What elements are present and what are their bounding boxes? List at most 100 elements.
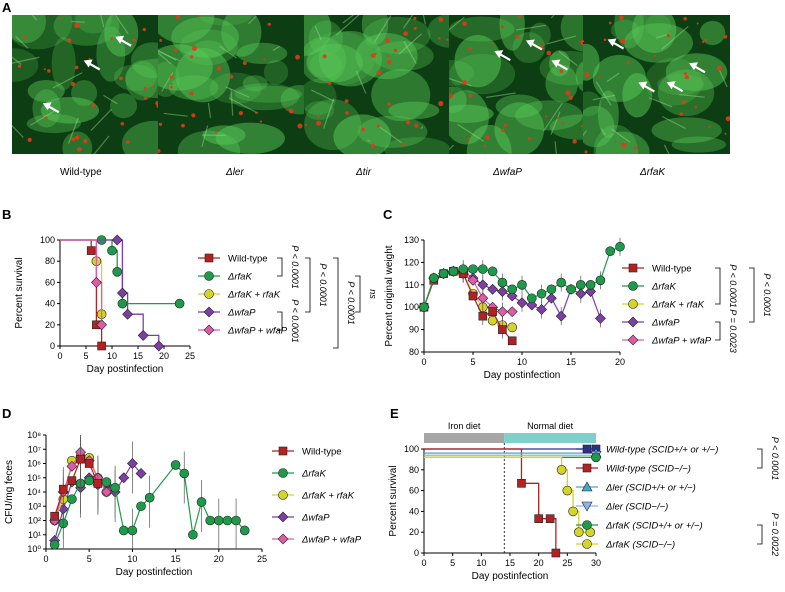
weight-point <box>595 275 606 286</box>
weight-point <box>478 311 488 321</box>
survival-point <box>174 298 185 309</box>
weight-point <box>555 310 567 322</box>
cfu-chart-d: 0 5 10 15 20 25 10⁰ 10¹ 10² 10³ 10⁴ 10⁵ 10⁶ 10⁷ 10⁸ Day… <box>4 430 362 578</box>
significance-bracket <box>333 257 339 349</box>
y-tick-label: 60 <box>45 277 55 287</box>
micrograph-2 <box>158 15 305 154</box>
weight-point <box>526 299 538 311</box>
legend-marker <box>278 446 288 456</box>
significance-bracket <box>355 275 361 313</box>
significance-bracket <box>715 267 721 305</box>
cfu-point <box>58 484 68 494</box>
x-tick-label: 20 <box>159 351 169 361</box>
survival-point <box>96 319 108 331</box>
weight-point <box>488 307 497 316</box>
legend-label: ΔrfaK <box>301 469 326 480</box>
weight-point <box>546 284 557 295</box>
y-tick-label: 130 <box>404 235 419 245</box>
significance-bracket <box>277 257 283 277</box>
legend-marker <box>203 306 215 318</box>
survival-point <box>117 298 128 309</box>
weight-point <box>506 290 518 302</box>
cfu-point <box>239 525 250 536</box>
legend-label: ΔrfaK + rfaK <box>301 491 355 502</box>
legend-marker <box>278 468 288 478</box>
legend-marker <box>627 316 639 328</box>
weight-point <box>507 284 517 295</box>
p-value-label: P < 0.0001 <box>728 264 738 307</box>
legend-label: ΔrfaK + rfaK <box>651 300 705 311</box>
weight-point <box>468 291 478 301</box>
cfu-point <box>118 525 129 536</box>
y-tick-label: 100 <box>404 302 419 312</box>
weight-point <box>458 264 468 274</box>
p-value-label: P = 0.0023 <box>728 309 738 352</box>
legend-label: ΔwfaP + wfaP <box>651 336 712 347</box>
legend-marker <box>204 271 214 281</box>
survival-point <box>107 245 117 256</box>
legend-label: ΔrfaK (SCID−/−) <box>605 540 675 551</box>
legend-marker <box>203 324 215 336</box>
p-value-label: P = 0.0022 <box>770 513 780 556</box>
legend-marker <box>581 501 593 512</box>
legend-label: Wild-type (SCID−/−) <box>606 464 691 475</box>
legend-label: Δler (SCID+/+ or +/−) <box>605 483 696 494</box>
cfu-point <box>179 468 190 479</box>
x-tick-label: 15 <box>133 351 143 361</box>
x-tick-label: 30 <box>591 558 601 568</box>
significance-bracket <box>277 311 283 331</box>
x-tick-label: 15 <box>171 554 181 564</box>
weight-point <box>605 246 615 257</box>
panel-label-e: E <box>390 406 399 421</box>
legend-marker <box>582 463 592 473</box>
cfu-point <box>67 494 77 504</box>
x-tick-label: 15 <box>505 558 515 568</box>
survival-chart-e: 0 5 10 15 20 25 30 0 20 40 60 80 100 Day postinfectio… <box>388 421 780 582</box>
survival-point <box>97 341 106 351</box>
weight-point <box>566 284 576 295</box>
cfu-point <box>205 515 215 526</box>
weight-point <box>498 325 507 334</box>
weight-point <box>576 280 586 290</box>
survival-point <box>545 514 555 523</box>
micrograph-3 <box>304 15 451 154</box>
legend-marker <box>277 511 289 523</box>
legend-label: ΔrfaK <box>651 282 676 293</box>
weight-point <box>467 274 479 286</box>
p-value-label: P < 0.0001 <box>770 437 780 480</box>
legend-marker <box>627 334 639 346</box>
legend-marker <box>204 253 214 263</box>
x-tick-label: 5 <box>470 357 475 367</box>
legend-label: Wild-type (SCID+/+ or +/−) <box>606 445 718 456</box>
cfu-point <box>231 515 241 526</box>
y-tick-label: 10⁴ <box>27 487 41 497</box>
weight-point <box>448 266 459 277</box>
p-value-label: P < 0.0001 <box>290 245 300 288</box>
weight-point <box>536 288 547 299</box>
weight-point <box>507 322 517 333</box>
x-tick-label: 25 <box>185 351 195 361</box>
legend-label: Wild-type <box>652 264 692 275</box>
weight-point <box>536 304 548 315</box>
legend-label: ΔwfaP <box>651 318 680 329</box>
cfu-point <box>49 539 60 550</box>
survival-point <box>562 485 573 496</box>
weight-point <box>428 273 439 283</box>
iron-diet-label: Iron diet <box>448 421 481 431</box>
x-axis-title: Day postinfection <box>484 370 561 381</box>
p-value-label: P < 0.0001 <box>346 281 356 324</box>
x-axis-title: Day postinfection <box>87 364 164 375</box>
weight-point <box>556 277 566 288</box>
y-tick-label: 80 <box>409 465 419 475</box>
cfu-point <box>93 479 103 488</box>
significance-bracket <box>305 257 311 313</box>
legend-marker <box>582 444 592 454</box>
cfu-point <box>76 454 85 464</box>
significance-bracket <box>757 448 763 469</box>
cfu-point <box>110 482 120 493</box>
y-tick-label: 110 <box>405 280 419 290</box>
x-tick-label: 0 <box>421 357 426 367</box>
x-tick-label: 5 <box>87 554 92 564</box>
y-tick-label: 120 <box>404 257 419 267</box>
x-tick-label: 0 <box>421 558 426 568</box>
